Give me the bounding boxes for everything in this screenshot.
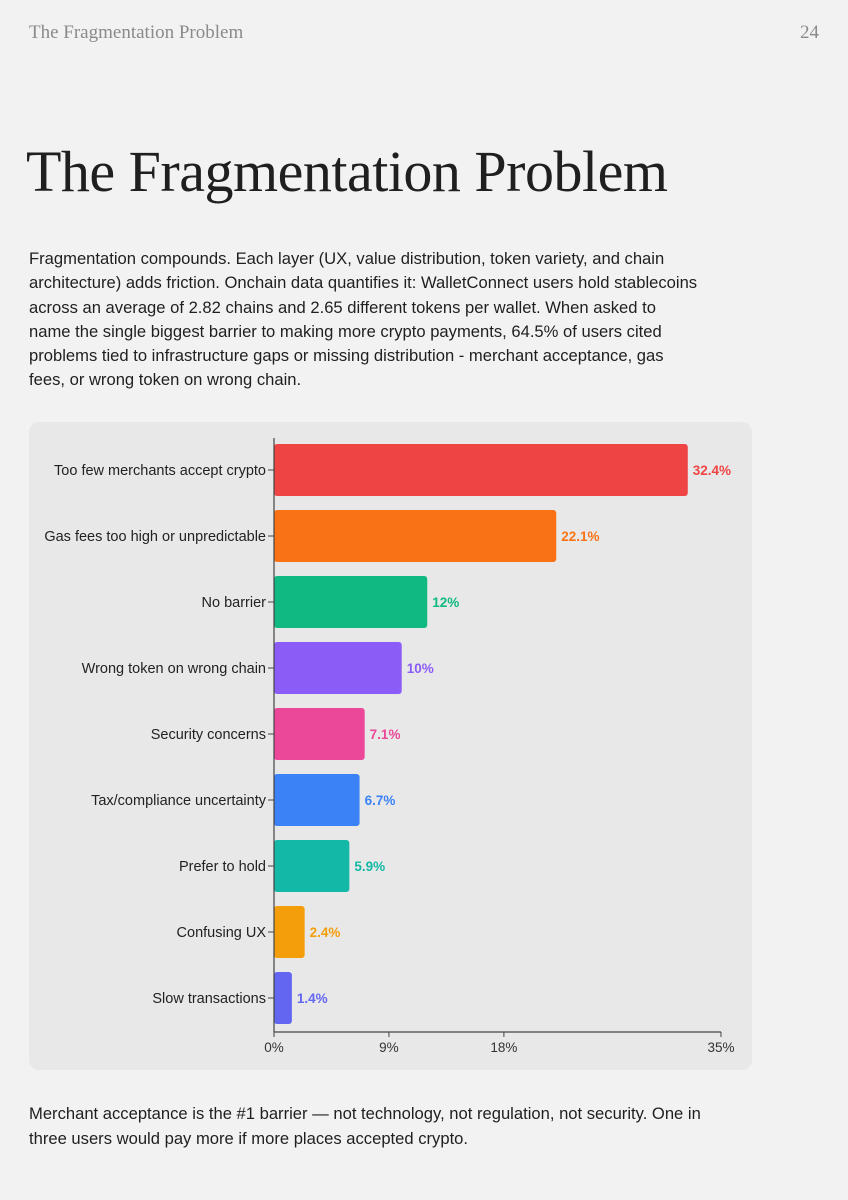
bar — [274, 444, 688, 496]
category-label: Gas fees too high or unpredictable — [44, 529, 266, 545]
intro-paragraph: Fragmentation compounds. Each layer (UX,… — [29, 249, 698, 390]
value-label: 12% — [432, 595, 459, 610]
closing-paragraph: Merchant acceptance is the #1 barrier — … — [29, 1104, 701, 1148]
barrier-chart-panel: Too few merchants accept crypto 32.4% Gas … — [29, 422, 752, 1070]
value-label: 7.1% — [370, 727, 401, 742]
running-header-title: The Fragmentation Problem — [29, 22, 244, 43]
value-label: 5.9% — [354, 859, 385, 874]
bar — [274, 642, 402, 694]
value-label: 2.4% — [310, 925, 341, 940]
bar — [274, 906, 305, 958]
x-tick-label: 9% — [379, 1040, 399, 1055]
x-tick-label: 18% — [490, 1040, 517, 1055]
x-tick-label: 0% — [264, 1040, 284, 1055]
page-title: The Fragmentation Problem — [26, 139, 668, 204]
bar — [274, 708, 365, 760]
category-label: Security concerns — [151, 727, 266, 743]
value-label: 22.1% — [561, 529, 599, 544]
bar — [274, 840, 350, 892]
barrier-bar-chart: Too few merchants accept crypto 32.4% Gas … — [44, 438, 735, 1055]
category-label: Slow transactions — [152, 991, 266, 1007]
value-label: 10% — [407, 661, 434, 676]
category-label: Too few merchants accept crypto — [54, 463, 266, 479]
bar — [274, 510, 557, 562]
value-label: 1.4% — [297, 991, 328, 1006]
bar — [274, 774, 360, 826]
bar — [274, 972, 292, 1024]
category-label: Tax/compliance uncertainty — [91, 793, 267, 809]
category-label: Confusing UX — [177, 925, 267, 941]
page-number: 24 — [800, 22, 819, 43]
category-label: Wrong token on wrong chain — [82, 661, 266, 677]
value-label: 6.7% — [365, 793, 396, 808]
category-label: Prefer to hold — [179, 859, 266, 875]
x-tick-label: 35% — [707, 1040, 734, 1055]
category-label: No barrier — [202, 595, 267, 611]
value-label: 32.4% — [693, 463, 731, 478]
bar — [274, 576, 428, 628]
